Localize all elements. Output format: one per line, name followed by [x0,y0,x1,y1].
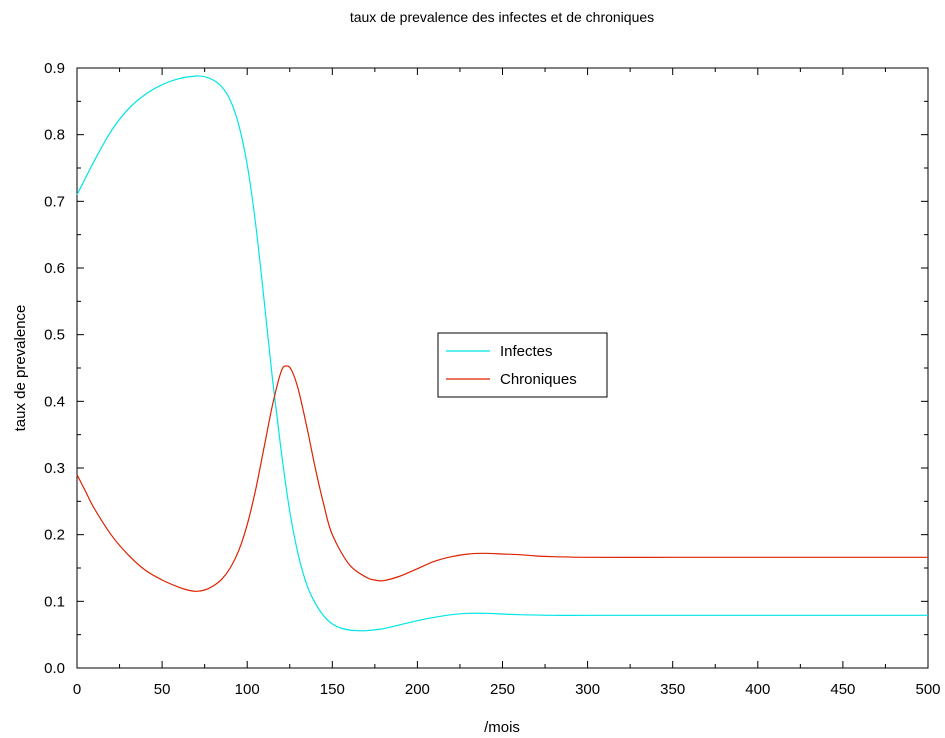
y-axis: 0.0 0.1 0.2 0.3 0.4 0.5 0.6 0.7 0.8 0.9 [44,60,928,677]
x-tick-label: 450 [830,681,855,698]
x-tick-label: 150 [320,681,345,698]
x-axis-label: /mois [484,719,520,736]
y-tick-label: 0.3 [44,460,65,477]
x-tick-label: 350 [660,681,685,698]
x-tick-label: 200 [405,681,430,698]
series-line-infectes [76,75,928,632]
y-tick-label: 0.4 [44,393,65,410]
y-tick-label: 0.7 [44,193,65,210]
x-tick-label: 400 [745,681,770,698]
y-axis-label: taux de prevalence [12,305,29,432]
y-tick-label: 0.8 [44,127,65,144]
legend-label-chroniques: Chroniques [500,371,577,388]
chart-title: taux de prevalence des infectes et de ch… [350,9,654,25]
x-tick-label: 500 [915,681,940,698]
y-tick-label: 0.0 [44,660,65,677]
x-tick-label: 50 [154,681,171,698]
legend-box [437,332,608,398]
series-line-chroniques [76,365,928,592]
x-tick-label: 0 [73,681,81,698]
y-tick-label: 0.5 [44,327,65,344]
x-tick-label: 250 [490,681,515,698]
y-tick-label: 0.1 [44,593,65,610]
y-tick-label: 0.2 [44,527,65,544]
legend-label-infectes: Infectes [500,343,553,360]
y-tick-label: 0.6 [44,260,65,277]
x-axis: 0 50 100 150 200 250 300 350 400 450 500 [73,68,941,698]
y-tick-label: 0.9 [44,60,65,77]
x-tick-label: 300 [575,681,600,698]
x-tick-label: 100 [235,681,260,698]
series-layer [76,75,928,632]
legend: Infectes Chroniques [437,332,608,398]
